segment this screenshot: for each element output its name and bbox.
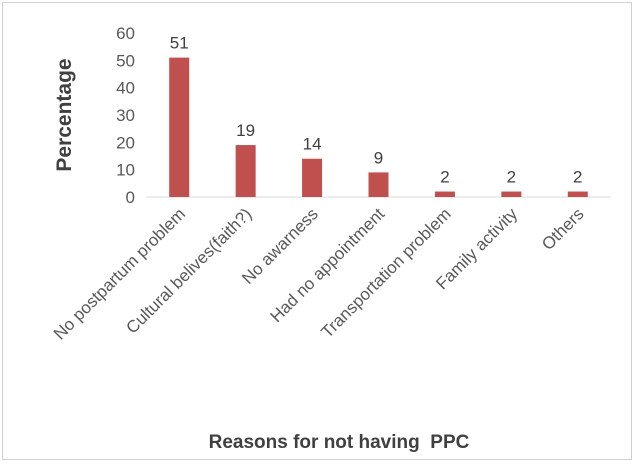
data-label: 19 [236, 121, 255, 140]
data-label: 2 [573, 168, 582, 187]
y-axis-title: Percentage [53, 58, 76, 171]
y-tick-label: 10 [116, 161, 135, 180]
x-axis-title: Reasons for not having PPC [209, 432, 470, 453]
data-label: 14 [303, 135, 322, 154]
bar [434, 191, 455, 197]
bar [501, 191, 522, 197]
bar [567, 191, 588, 197]
y-tick-label: 20 [116, 133, 135, 152]
bar [235, 145, 256, 197]
bars [169, 57, 588, 197]
y-tick-label: 0 [126, 188, 135, 207]
chart-frame: 0 10 20 30 40 50 60 51 19 14 9 2 2 2 No postpartum p… [2, 2, 632, 460]
bar [302, 158, 323, 197]
category-label: No postpartum problem [50, 204, 189, 343]
category-label: Cultural belives(faith?) [122, 204, 255, 337]
data-label: 9 [374, 148, 383, 167]
bar [169, 57, 190, 197]
y-tick-label: 40 [116, 79, 135, 98]
data-labels: 51 19 14 9 2 2 2 [170, 34, 583, 187]
y-axis-ticks: 0 10 20 30 40 50 60 [116, 24, 135, 207]
bar [368, 172, 389, 197]
bar-chart: 0 10 20 30 40 50 60 51 19 14 9 2 2 2 No postpartum p… [50, 24, 611, 453]
data-label: 2 [507, 168, 516, 187]
y-tick-label: 50 [116, 51, 135, 70]
y-tick-label: 60 [116, 24, 135, 43]
data-label: 2 [440, 168, 449, 187]
category-label: Others [538, 204, 588, 254]
y-tick-label: 30 [116, 106, 135, 125]
data-label: 51 [170, 34, 189, 53]
category-label: Had no appointment [267, 204, 389, 326]
category-label: Transportation problem [317, 204, 454, 341]
